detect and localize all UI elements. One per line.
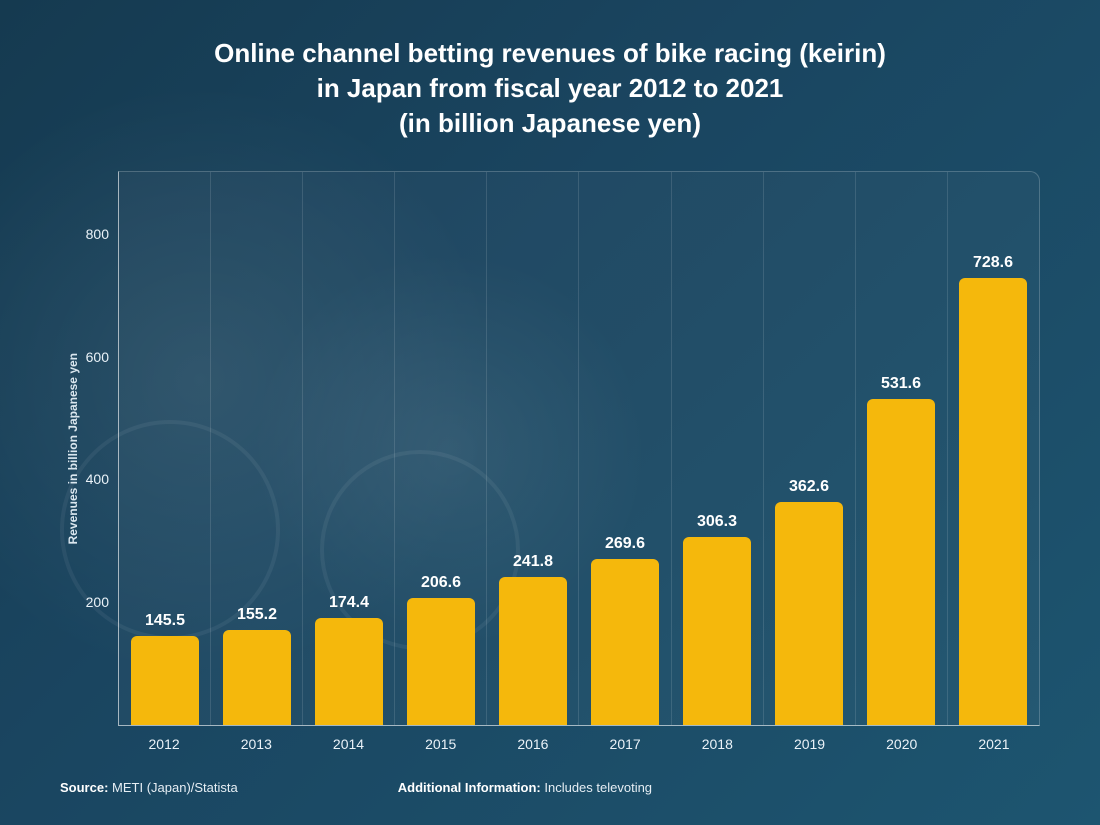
x-tick-label: 2017	[579, 726, 671, 766]
bar-slot: 155.2	[211, 172, 303, 725]
additional-info: Additional Information: Includes televot…	[398, 780, 652, 795]
bar-value-label: 269.6	[605, 535, 645, 553]
bar	[775, 502, 843, 725]
bar-slot: 306.3	[671, 172, 763, 725]
x-tick-label: 2020	[856, 726, 948, 766]
bar	[131, 636, 199, 725]
source-value: METI (Japan)/Statista	[112, 780, 238, 795]
bar-slot: 145.5	[119, 172, 211, 725]
bar-slot: 362.6	[763, 172, 855, 725]
chart-area: Revenues in billion Japanese yen 145.5 15…	[60, 171, 1040, 766]
bar-slot: 269.6	[579, 172, 671, 725]
y-tick: 600	[86, 349, 109, 365]
bar-value-label: 174.4	[329, 594, 369, 612]
bar	[591, 559, 659, 725]
bar	[683, 537, 751, 725]
bar	[959, 278, 1027, 725]
x-tick-label: 2018	[671, 726, 763, 766]
x-tick-label: 2019	[763, 726, 855, 766]
bar	[407, 598, 475, 725]
x-axis-labels: 2012201320142015201620172018201920202021	[118, 726, 1040, 766]
x-tick-label: 2013	[210, 726, 302, 766]
bar	[499, 577, 567, 725]
bar	[223, 630, 291, 725]
bar-slot: 531.6	[855, 172, 947, 725]
bar-value-label: 306.3	[697, 513, 737, 531]
bar	[867, 399, 935, 725]
source-label: Source:	[60, 780, 108, 795]
bar-value-label: 362.6	[789, 478, 829, 496]
y-axis-label: Revenues in billion Japanese yen	[60, 353, 80, 544]
bar-value-label: 145.5	[145, 612, 185, 630]
y-tick: 800	[86, 226, 109, 242]
bar-slot: 728.6	[947, 172, 1039, 725]
bar-value-label: 206.6	[421, 574, 461, 592]
bar-value-label: 155.2	[237, 606, 277, 624]
x-tick-label: 2014	[302, 726, 394, 766]
source: Source: METI (Japan)/Statista	[60, 780, 238, 795]
chart-container: Online channel betting revenues of bike …	[0, 0, 1100, 825]
bar	[315, 618, 383, 725]
x-tick-label: 2012	[118, 726, 210, 766]
plot: 145.5 155.2 174.4 206.6 241.8 269.6 306.3 362.6…	[118, 171, 1040, 766]
bar-slot: 174.4	[303, 172, 395, 725]
y-tick: 400	[86, 471, 109, 487]
x-tick-label: 2021	[948, 726, 1040, 766]
plot-area: 145.5 155.2 174.4 206.6 241.8 269.6 306.3 362.6…	[118, 171, 1040, 726]
chart-footer: Source: METI (Japan)/Statista Additional…	[60, 780, 1040, 795]
info-label: Additional Information:	[398, 780, 541, 795]
chart-title: Online channel betting revenues of bike …	[60, 36, 1040, 141]
y-axis-ticks	[80, 171, 118, 766]
bars: 145.5 155.2 174.4 206.6 241.8 269.6 306.3 362.6…	[119, 172, 1039, 725]
y-tick: 200	[86, 594, 109, 610]
x-tick-label: 2015	[395, 726, 487, 766]
info-value: Includes televoting	[544, 780, 652, 795]
bar-value-label: 728.6	[973, 254, 1013, 272]
bar-value-label: 531.6	[881, 375, 921, 393]
x-tick-label: 2016	[487, 726, 579, 766]
bar-slot: 206.6	[395, 172, 487, 725]
bar-value-label: 241.8	[513, 553, 553, 571]
bar-slot: 241.8	[487, 172, 579, 725]
